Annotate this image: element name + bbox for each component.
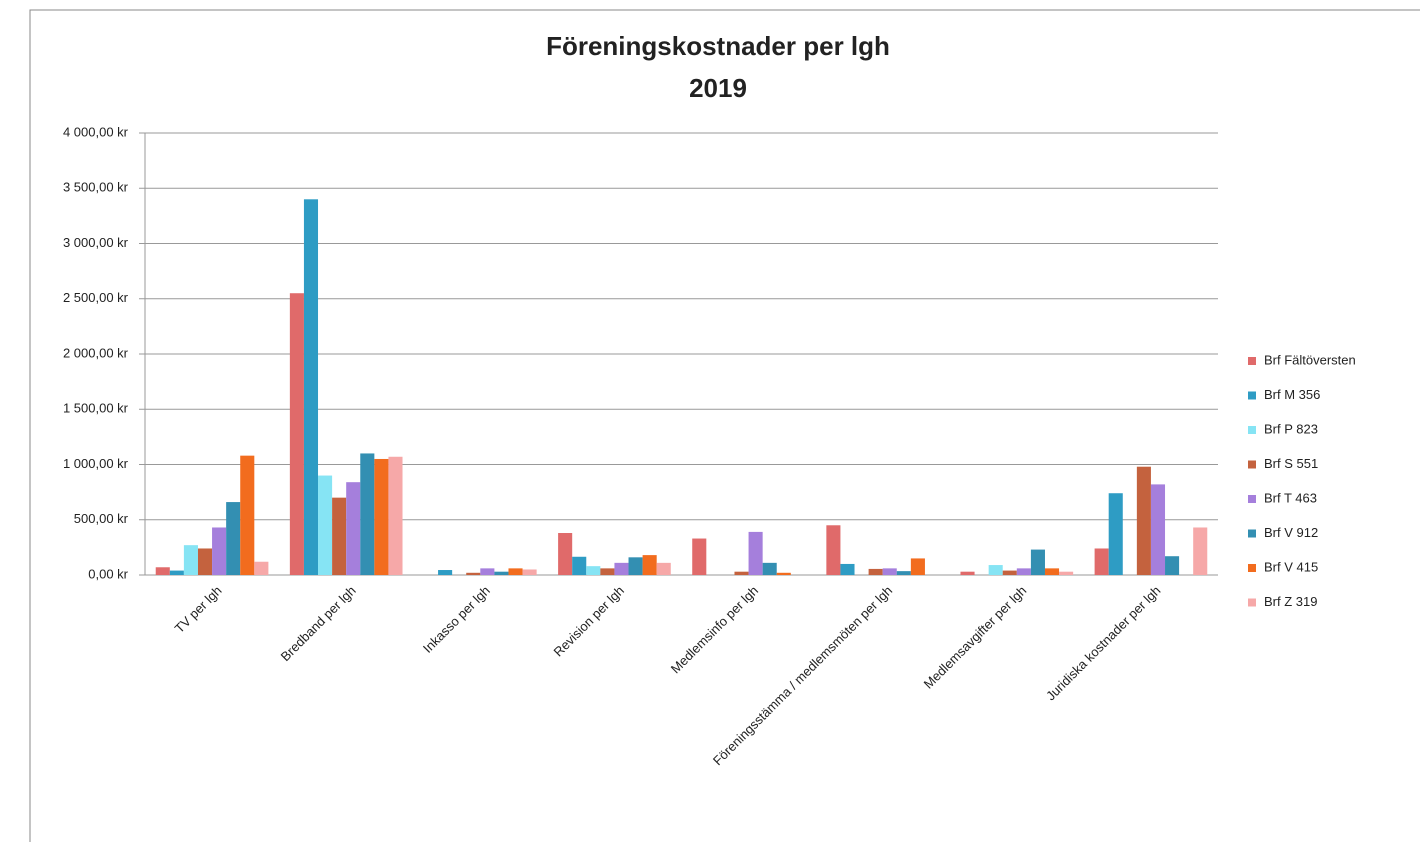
- bar: [748, 531, 763, 575]
- y-tick-label: 1 000,00 kr: [63, 456, 129, 471]
- bar: [466, 572, 481, 575]
- legend-label: Brf V 912: [1264, 525, 1318, 540]
- bar: [1136, 466, 1151, 575]
- y-tick-label: 2 000,00 kr: [63, 345, 129, 360]
- chart-frame: [29, 9, 1420, 842]
- bar: [318, 475, 333, 575]
- bar: [910, 558, 925, 575]
- legend-label: Brf Z 319: [1264, 594, 1317, 609]
- bar: [360, 453, 375, 575]
- y-tick-label: 3 500,00 kr: [63, 180, 129, 195]
- bar: [254, 561, 269, 575]
- x-tick-label: Inkasso per lgh: [420, 583, 493, 656]
- bar: [332, 497, 347, 575]
- bar: [289, 293, 304, 575]
- legend-swatch: [1248, 391, 1256, 400]
- x-tick-label: Medlemsavgifter per lgh: [921, 583, 1030, 692]
- legend-swatch: [1248, 426, 1256, 434]
- bar: [1030, 549, 1045, 575]
- bar: [1108, 493, 1123, 575]
- x-tick-label: Medlemsinfo per lgh: [668, 583, 761, 676]
- bar: [896, 571, 911, 575]
- bar: [776, 572, 791, 575]
- bar: [169, 570, 184, 575]
- bar: [522, 569, 537, 575]
- x-tick-label: TV per lgh: [172, 583, 225, 636]
- bar: [508, 568, 523, 575]
- chart-subtitle: 2019: [689, 73, 747, 103]
- x-tick-label: Bredband per lgh: [278, 583, 359, 664]
- bar: [692, 538, 707, 575]
- bar: [1059, 571, 1074, 575]
- bar: [868, 568, 883, 575]
- legend-swatch: [1248, 564, 1256, 572]
- chart-title: Föreningskostnader per lgh: [546, 31, 890, 61]
- bar: [438, 570, 453, 575]
- bar: [1165, 556, 1180, 575]
- legend-label: Brf M 356: [1264, 387, 1320, 402]
- bar: [572, 556, 587, 575]
- bar: [346, 482, 361, 575]
- x-tick-label: Revision per lgh: [550, 583, 627, 660]
- bar: [988, 565, 1003, 575]
- bar: [1193, 527, 1208, 575]
- legend-label: Brf P 823: [1264, 421, 1318, 436]
- bar: [734, 571, 749, 575]
- y-tick-label: 1 500,00 kr: [63, 401, 129, 416]
- bar: [840, 563, 855, 575]
- legend-label: Brf Fältöversten: [1264, 352, 1356, 367]
- y-tick-label: 500,00 kr: [74, 511, 129, 526]
- bar: [212, 527, 227, 575]
- bar: [558, 533, 573, 575]
- legend-swatch: [1248, 357, 1256, 365]
- legend-swatch: [1248, 460, 1256, 469]
- bar: [614, 562, 629, 575]
- bar: [303, 199, 319, 576]
- bar: [226, 502, 241, 575]
- bar: [656, 562, 671, 575]
- bar: [240, 455, 255, 575]
- bar: [480, 568, 495, 575]
- bar: [1150, 484, 1166, 575]
- bar: [388, 456, 403, 575]
- bar: [762, 562, 777, 575]
- bar: [1044, 568, 1060, 575]
- legend-label: Brf S 551: [1264, 456, 1318, 471]
- y-tick-label: 4 000,00 kr: [63, 124, 129, 139]
- legend-swatch: [1248, 598, 1256, 607]
- bar: [642, 555, 657, 575]
- y-tick-label: 2 500,00 kr: [63, 290, 129, 305]
- legend-swatch: [1248, 529, 1256, 538]
- bar: [374, 458, 389, 575]
- bar: [155, 567, 170, 575]
- bar: [826, 525, 841, 575]
- bar: [960, 571, 975, 575]
- bar: [183, 545, 198, 575]
- bar: [197, 548, 213, 575]
- bar: [600, 568, 615, 575]
- x-tick-label: Juridiska kostnader per lgh: [1043, 583, 1163, 703]
- bar: [1016, 568, 1031, 575]
- bar: [494, 571, 509, 575]
- bar: [586, 566, 601, 575]
- legend-label: Brf T 463: [1264, 490, 1317, 505]
- bar: [1094, 548, 1109, 575]
- legend-label: Brf V 415: [1264, 559, 1318, 574]
- y-tick-label: 3 000,00 kr: [63, 235, 129, 250]
- bar: [882, 568, 897, 575]
- y-tick-label: 0,00 kr: [88, 566, 128, 581]
- bar: [1002, 570, 1017, 575]
- legend-swatch: [1248, 495, 1256, 503]
- bar: [628, 557, 643, 575]
